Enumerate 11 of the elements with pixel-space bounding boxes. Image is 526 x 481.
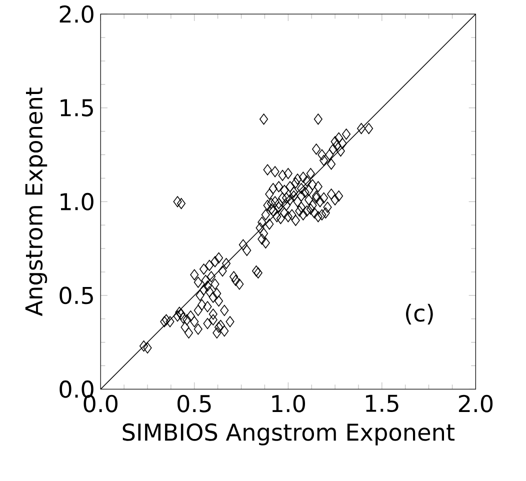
x-tick-label: 2.0	[458, 395, 493, 413]
x-tick-label: 0.5	[178, 395, 211, 413]
y-tick-label: 1.5	[60, 99, 93, 117]
y-tick-label: 1.0	[60, 193, 94, 211]
x-tick-label: 1.5	[366, 395, 398, 412]
annotation: (c)	[406, 304, 433, 325]
x-tick-label: 1.0	[272, 395, 306, 413]
y-tick-label: 2.0	[60, 6, 94, 24]
y-axis-title: Angstrom Exponent	[25, 88, 48, 316]
y-tick-label: 0.5	[60, 286, 93, 304]
x-axis-title: SIMBIOS Angstrom Exponent	[122, 424, 454, 446]
